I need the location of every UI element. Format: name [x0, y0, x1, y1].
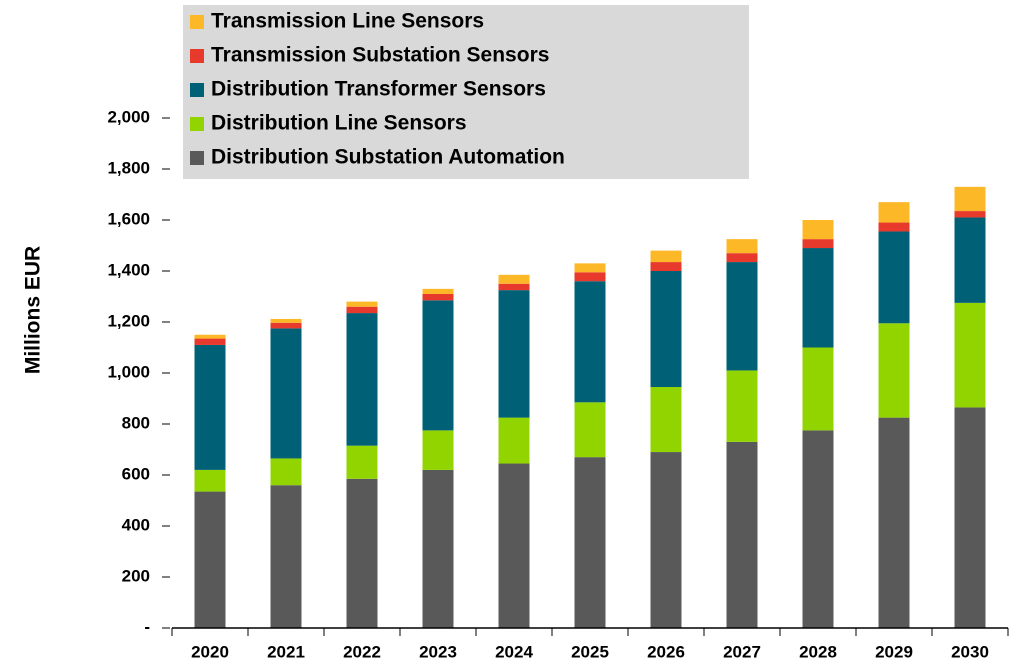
bar-segment	[650, 452, 682, 628]
bar-segment	[270, 322, 302, 329]
y-tick-label: 800	[122, 413, 150, 432]
bar-segment	[878, 417, 910, 628]
x-tick-label: 2026	[647, 642, 685, 661]
bar-segment	[574, 281, 606, 403]
y-tick-label: 200	[122, 566, 150, 585]
bar-segment	[498, 463, 530, 628]
y-tick-label: 1,200	[107, 311, 150, 330]
bar-segment	[270, 318, 302, 323]
x-tick-label: 2027	[723, 642, 761, 661]
x-tick-label: 2029	[875, 642, 913, 661]
bar-segment	[574, 402, 606, 458]
bar-segment	[422, 288, 454, 294]
legend-label: Distribution Substation Automation	[211, 146, 565, 169]
legend-swatch	[190, 151, 204, 165]
legend-label: Transmission Substation Sensors	[211, 44, 549, 67]
bar-segment	[878, 222, 910, 232]
bar-segment	[726, 262, 758, 371]
bar-segment	[802, 239, 834, 249]
y-tick-label: 2,000	[107, 107, 150, 126]
bar-segment	[346, 478, 378, 628]
x-tick-label: 2020	[191, 642, 229, 661]
bar-segment	[574, 263, 606, 273]
x-tick-label: 2021	[267, 642, 305, 661]
bar-segment	[802, 430, 834, 628]
x-tick-label: 2022	[343, 642, 381, 661]
x-tick-label: 2024	[495, 642, 533, 661]
bar-segment	[650, 387, 682, 453]
bar-segment	[270, 328, 302, 459]
bar-segment	[422, 469, 454, 628]
bar-segment	[954, 186, 986, 212]
bar-segment	[498, 290, 530, 418]
bar-segment	[954, 302, 986, 408]
x-tick-label: 2025	[571, 642, 609, 661]
bar-segment	[574, 457, 606, 628]
legend-label: Transmission Line Sensors	[211, 10, 484, 33]
y-tick-label: 1,400	[107, 260, 150, 279]
bar-segment	[650, 271, 682, 388]
x-tick-label: 2030	[951, 642, 989, 661]
bar-segment	[878, 202, 910, 223]
bar-segment	[726, 370, 758, 442]
bar-segment	[726, 441, 758, 628]
legend-swatch	[190, 15, 204, 29]
y-tick-label: 1,800	[107, 158, 150, 177]
bar-segment	[422, 293, 454, 301]
bar-segment	[194, 338, 226, 345]
bar-segment	[194, 344, 226, 470]
y-axis-label: Millions EUR	[22, 246, 45, 374]
bar-segment	[270, 458, 302, 486]
bar-segment	[422, 430, 454, 470]
bar-segment	[498, 417, 530, 464]
bar-segment	[194, 469, 226, 492]
bar-segment	[194, 334, 226, 339]
bar-segment	[726, 239, 758, 254]
bar-segment	[726, 253, 758, 263]
bar-segment	[954, 217, 986, 303]
bar-segment	[498, 283, 530, 291]
bar-segment	[878, 231, 910, 324]
y-tick-label: 600	[122, 464, 150, 483]
bar-segment	[878, 323, 910, 418]
legend-swatch	[190, 49, 204, 63]
bar-segment	[270, 485, 302, 628]
y-tick-label: -	[144, 617, 150, 636]
y-tick-label: 1,000	[107, 362, 150, 381]
legend-label: Distribution Line Sensors	[211, 112, 467, 135]
legend-swatch	[190, 117, 204, 131]
bar-segment	[346, 313, 378, 446]
bar-segment	[194, 491, 226, 628]
bar-segment	[422, 300, 454, 431]
bar-segment	[498, 274, 530, 284]
y-tick-label: 400	[122, 515, 150, 534]
x-tick-label: 2028	[799, 642, 837, 661]
bar-segment	[574, 272, 606, 282]
x-tick-label: 2023	[419, 642, 457, 661]
bar-segment	[650, 262, 682, 271]
bar-segment	[954, 407, 986, 628]
bar-segment	[346, 445, 378, 479]
bar-segment	[650, 250, 682, 263]
bar-segment	[954, 211, 986, 218]
y-tick-label: 1,600	[107, 209, 150, 228]
legend-box	[183, 5, 749, 179]
legend-swatch	[190, 83, 204, 97]
bar-segment	[802, 220, 834, 240]
bar-segment	[346, 301, 378, 307]
bar-segment	[802, 347, 834, 431]
legend-label: Distribution Transformer Sensors	[211, 78, 546, 101]
bar-segment	[802, 248, 834, 348]
bar-segment	[346, 306, 378, 314]
